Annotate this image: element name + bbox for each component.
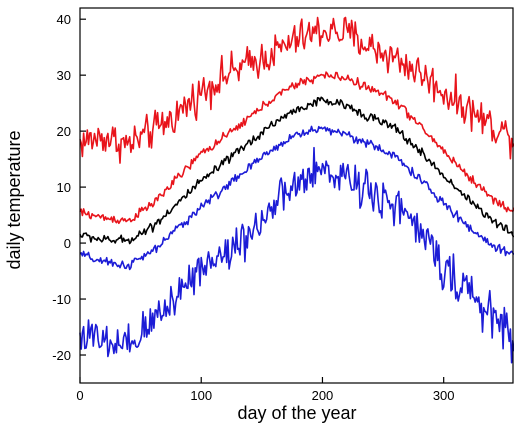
series-line-1 — [79, 16, 514, 164]
series-line-2 — [79, 71, 514, 225]
x-tick-label: 0 — [76, 388, 83, 403]
x-tick-label: 200 — [312, 388, 334, 403]
plot-frame — [79, 7, 514, 384]
y-axis-title: daily temperature — [4, 130, 24, 269]
axes-layer: 0 100 200 300 -20 -10 0 10 20 30 40 — [52, 7, 514, 403]
x-tick-label: 100 — [190, 388, 212, 403]
y-tick-label: 30 — [57, 68, 71, 83]
series-line-3 — [79, 96, 514, 245]
x-axis-title: day of the year — [237, 403, 356, 423]
y-tick-label: -20 — [52, 348, 71, 363]
series-line-5 — [79, 146, 514, 364]
y-tick-label: 10 — [57, 180, 71, 195]
series-layer — [79, 16, 514, 364]
y-tick-label: -10 — [52, 292, 71, 307]
y-tick-label: 40 — [57, 12, 71, 27]
x-tick-label: 300 — [433, 388, 455, 403]
y-tick-label: 20 — [57, 124, 71, 139]
series-line-4 — [79, 125, 514, 271]
y-tick-label: 0 — [64, 236, 71, 251]
